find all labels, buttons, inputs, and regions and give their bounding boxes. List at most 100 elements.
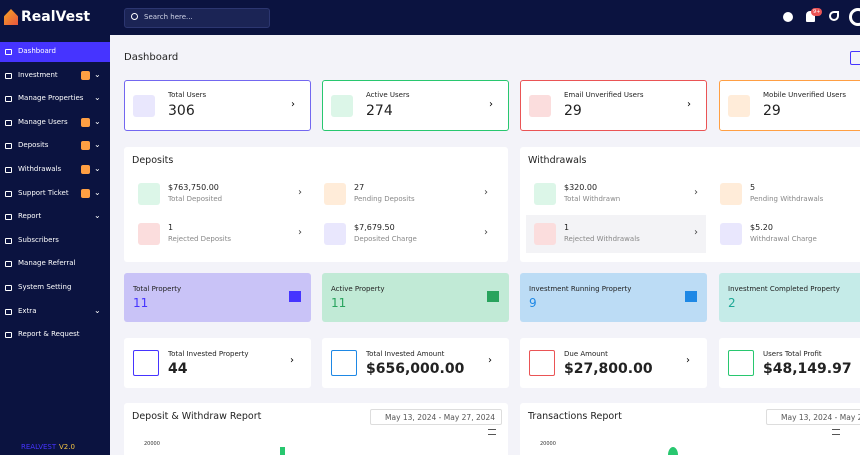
card-value: 306 xyxy=(168,103,195,119)
stat-chevron: › xyxy=(484,227,488,238)
property-label: Total Property xyxy=(133,285,182,293)
invest-card[interactable]: Due Amount $27,800.00 › xyxy=(520,338,707,388)
stat-item[interactable]: $7,679.50 Deposited Charge › xyxy=(316,215,496,253)
stat-chevron: › xyxy=(694,227,698,238)
sidebar-icon xyxy=(5,237,12,244)
stat-label: Total Deposited xyxy=(168,195,223,203)
sidebar-item[interactable]: Report xyxy=(18,212,42,221)
report-panel: Transactions Report May 13, 2024 - May 27… xyxy=(520,403,860,455)
property-label: Active Property xyxy=(331,285,385,293)
sidebar-arrow: ⌄ xyxy=(94,211,101,221)
stat-chevron: › xyxy=(298,187,302,198)
bell-icon[interactable] xyxy=(806,11,815,22)
property-card[interactable]: Investment Running Property 9 xyxy=(520,273,707,322)
stat-label: Withdrawal Charge xyxy=(750,235,817,243)
chart-menu[interactable] xyxy=(832,429,840,435)
user-card[interactable]: Total Users 306 › xyxy=(124,80,311,131)
stat-value: 5 xyxy=(750,183,756,192)
version-name: REALVEST xyxy=(21,443,57,451)
sidebar-icon xyxy=(5,308,12,315)
stat-icon xyxy=(138,223,160,245)
user-card[interactable]: Email Unverified Users 29 › xyxy=(520,80,707,131)
card-chevron: › xyxy=(489,99,493,110)
wrench-icon[interactable] xyxy=(829,11,839,21)
stat-icon xyxy=(720,223,742,245)
sidebar-item[interactable]: Extra xyxy=(18,306,37,315)
search-placeholder: Search here... xyxy=(144,13,193,21)
invest-icon xyxy=(728,350,754,376)
sidebar-item[interactable]: Manage Users xyxy=(18,117,68,126)
stat-icon xyxy=(534,183,556,205)
sidebar-icon xyxy=(5,49,12,55)
stat-item[interactable]: 1 Rejected Deposits › xyxy=(130,215,310,253)
header-button[interactable] xyxy=(850,51,860,65)
sidebar-badge xyxy=(81,188,90,198)
withdrawals-panel: Withdrawals $320.00 Total Withdrawn › 5 Pendi… xyxy=(520,147,860,262)
sidebar-item[interactable]: System Setting xyxy=(18,283,72,291)
sidebar-badge xyxy=(81,141,90,151)
property-icon xyxy=(685,291,697,302)
date-range[interactable]: May 13, 2024 - May 27, 2024 xyxy=(370,409,502,425)
card-chevron: › xyxy=(687,99,691,110)
invest-label: Total Invested Property xyxy=(168,350,249,358)
sidebar-arrow: ⌄ xyxy=(94,69,101,79)
sidebar-icon xyxy=(5,167,12,173)
invest-chevron: › xyxy=(290,355,294,366)
stat-value: $7,679.50 xyxy=(354,223,395,232)
sidebar-arrow: ⌄ xyxy=(94,140,101,150)
property-card[interactable]: Investment Completed Property 2 xyxy=(719,273,860,322)
sidebar-item[interactable]: Manage Properties xyxy=(18,94,84,103)
invest-value: $48,149.97 xyxy=(763,361,852,377)
sidebar-item[interactable]: Investment xyxy=(18,70,58,79)
logo-icon xyxy=(4,9,18,25)
property-card[interactable]: Total Property 11 xyxy=(124,273,311,322)
stat-icon xyxy=(534,223,556,245)
stat-chevron: › xyxy=(298,227,302,238)
sidebar-item[interactable]: Manage Referral xyxy=(18,259,76,268)
stat-item[interactable]: $763,750.00 Total Deposited › xyxy=(130,175,310,213)
stat-value: $320.00 xyxy=(564,183,598,192)
chart-menu[interactable] xyxy=(488,429,496,435)
sidebar-item[interactable]: Support Ticket xyxy=(18,188,69,197)
sidebar-item[interactable]: Report & Request xyxy=(18,330,80,339)
sidebar-item[interactable]: Deposits xyxy=(18,141,49,150)
search-box[interactable] xyxy=(124,8,270,28)
sidebar-item[interactable]: Withdrawals xyxy=(18,165,62,173)
invest-card[interactable]: Total Invested Property 44 › xyxy=(124,338,311,388)
invest-label: Total Invested Amount xyxy=(366,350,445,358)
card-value: 274 xyxy=(366,103,393,119)
avatar[interactable] xyxy=(849,8,860,26)
invest-value: 44 xyxy=(168,361,188,377)
stat-value: 1 xyxy=(564,223,570,232)
globe-icon[interactable] xyxy=(783,12,793,22)
card-icon xyxy=(728,95,750,117)
card-chevron: › xyxy=(291,99,295,110)
invest-icon xyxy=(529,350,555,376)
sidebar-icon xyxy=(5,119,12,126)
invest-card[interactable]: Total Invested Amount $656,000.00 › xyxy=(322,338,509,388)
stat-item[interactable]: $320.00 Total Withdrawn › xyxy=(526,175,706,213)
stat-item[interactable]: 27 Pending Deposits › xyxy=(316,175,496,213)
sidebar-arrow: ⌄ xyxy=(94,164,101,173)
report-title: Transactions Report xyxy=(528,411,622,422)
property-card[interactable]: Active Property 11 xyxy=(322,273,509,322)
sidebar-item[interactable]: Subscribers xyxy=(18,235,59,244)
version-number: V2.0 xyxy=(59,443,75,451)
report-panel: Deposit & Withdraw Report May 13, 2024 - … xyxy=(124,403,508,455)
invest-chevron: › xyxy=(686,355,690,366)
card-value: 29 xyxy=(564,103,582,119)
active-item-bg xyxy=(0,42,110,62)
user-card[interactable]: Active Users 274 › xyxy=(322,80,509,131)
main: Dashboard Total Users 306 › Active Users 274 ›… xyxy=(110,35,860,455)
invest-card[interactable]: Users Total Profit$48,149.97› xyxy=(719,338,860,388)
sidebar-icon xyxy=(5,214,12,221)
card-label: Email Unverified Users xyxy=(564,91,644,99)
notification-badge: 9+ xyxy=(811,8,823,16)
sidebar-item[interactable]: Dashboard xyxy=(18,47,56,55)
stat-item[interactable]: 1 Rejected Withdrawals › xyxy=(526,215,706,253)
date-range[interactable]: May 13, 2024 - May 27, 2024 xyxy=(766,409,860,425)
